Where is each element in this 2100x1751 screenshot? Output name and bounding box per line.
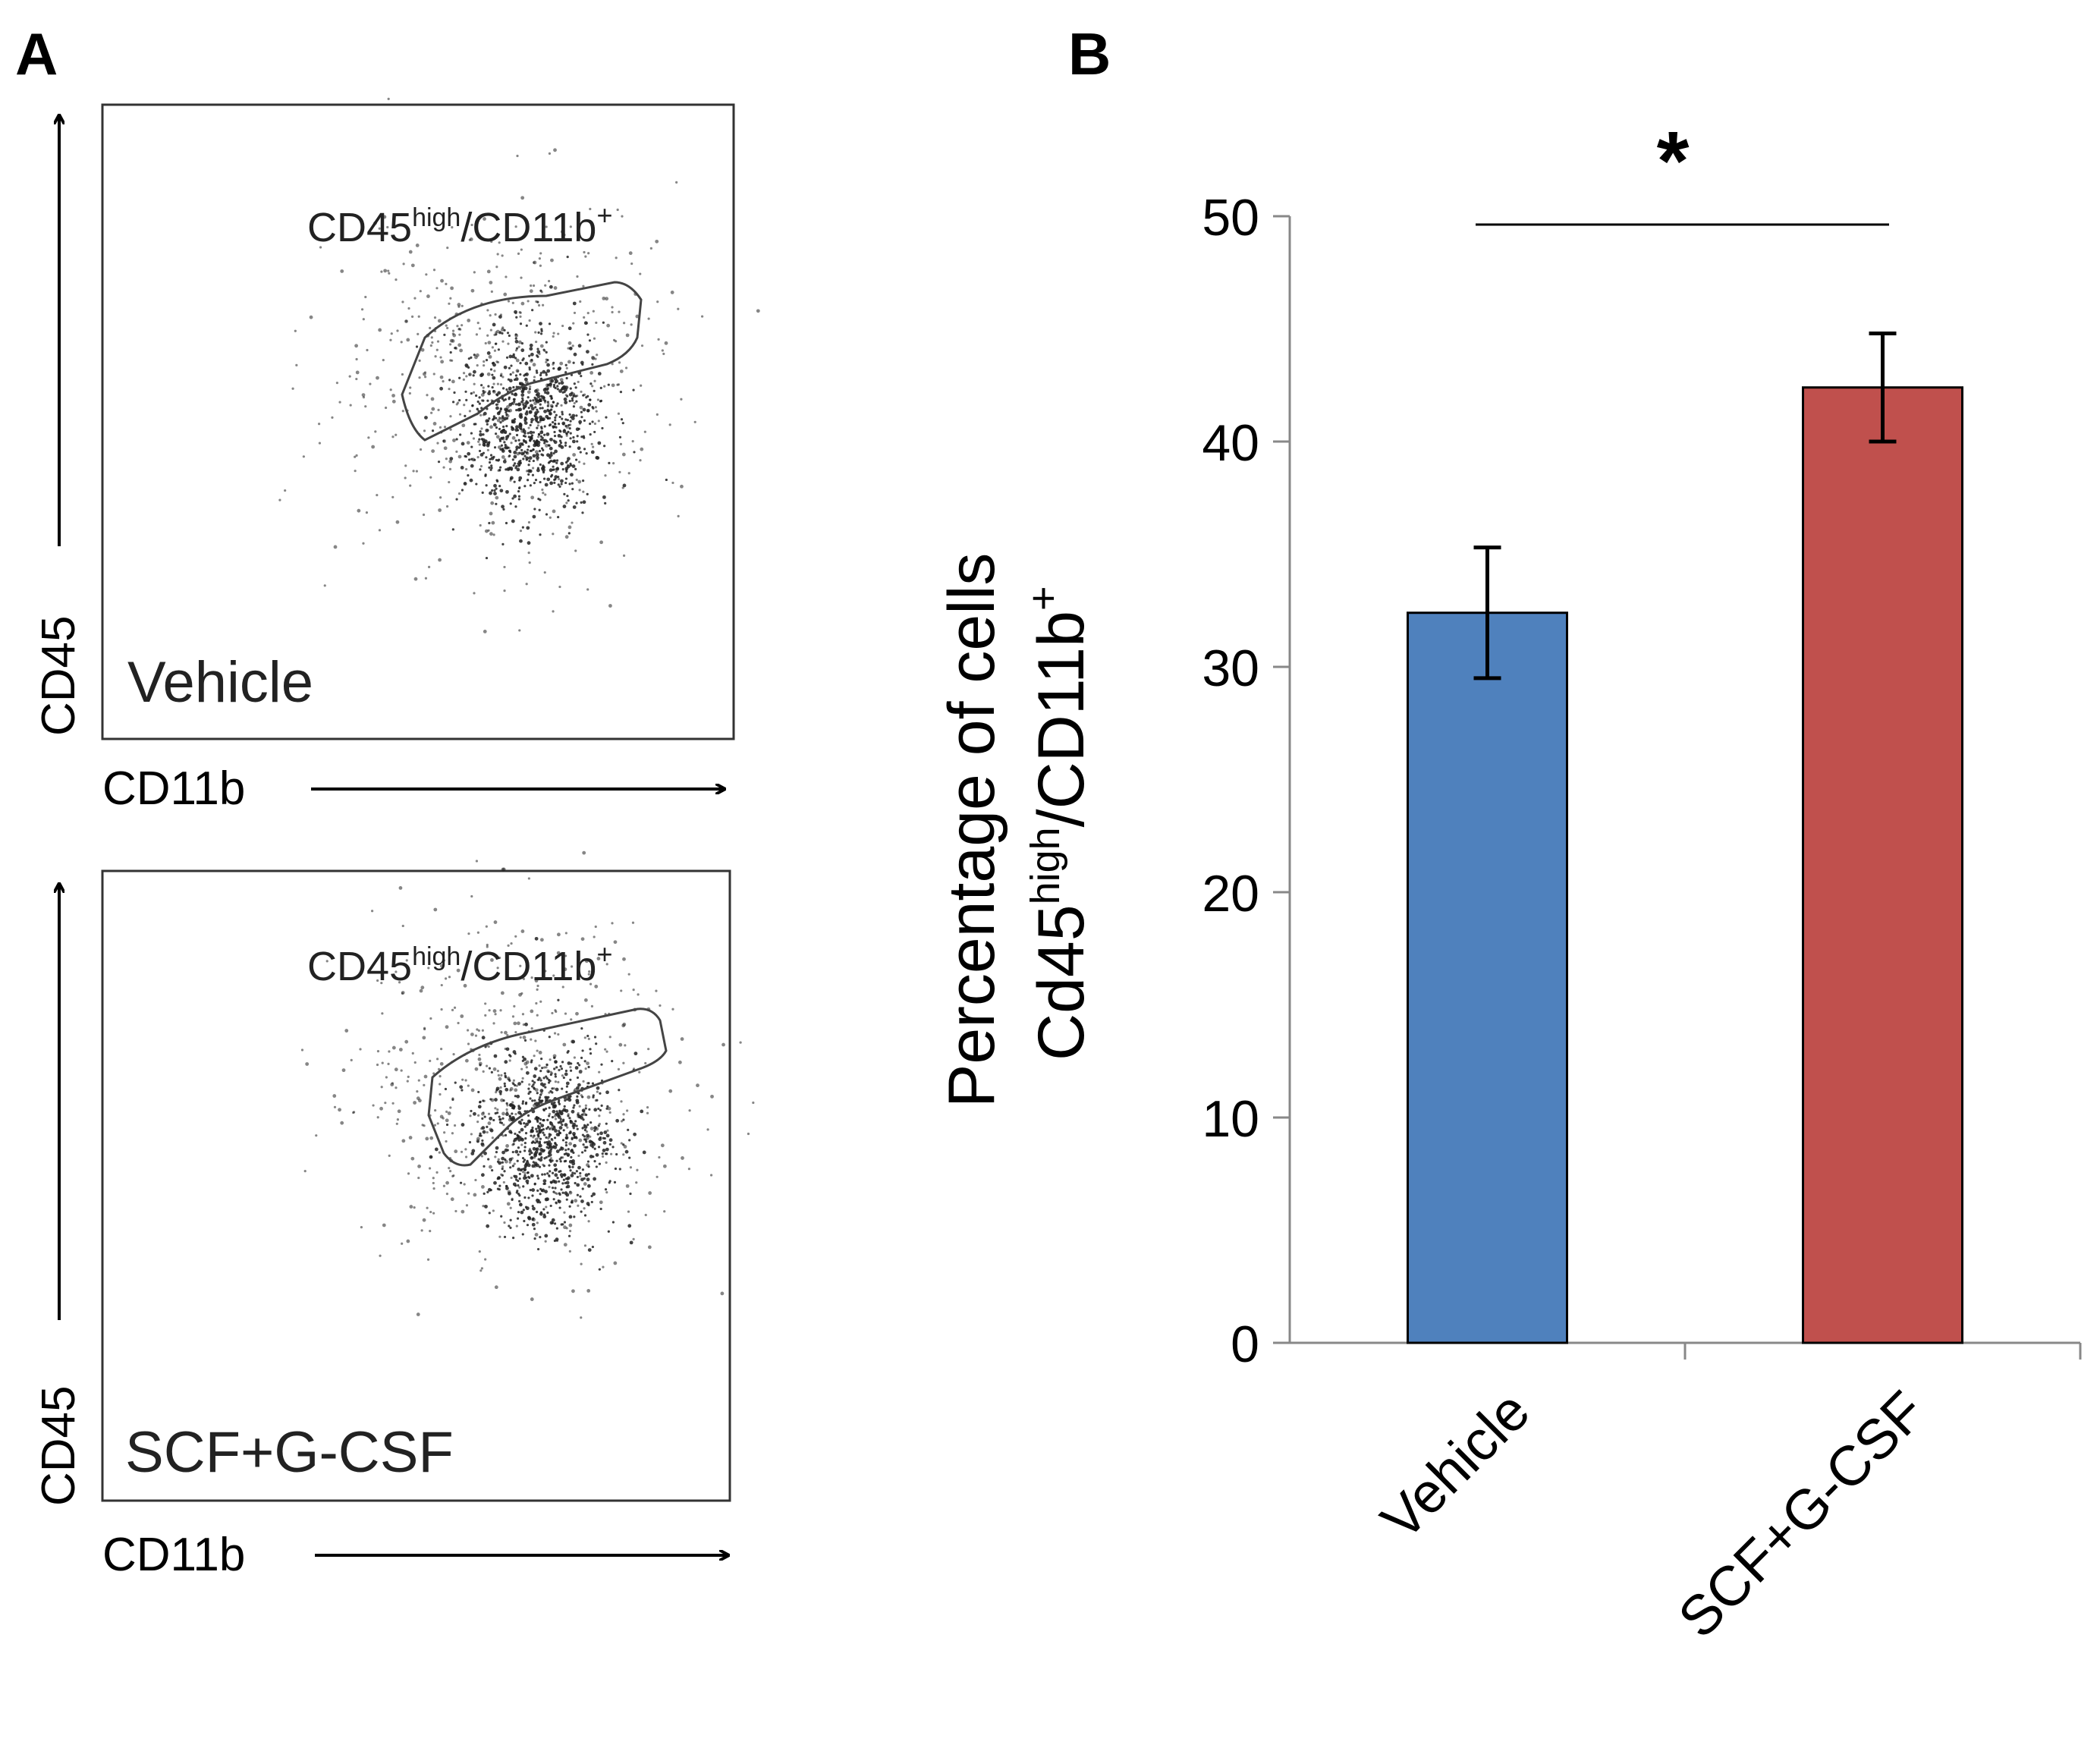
x-axis-label: CD11b [102,1529,245,1581]
y-tick-label: 30 [1202,640,1259,697]
sample-label: SCF+G-CSF [125,1420,454,1485]
significance-annotation: * [1476,115,1889,226]
y-tick-label: 0 [1231,1316,1259,1373]
scatter-dots [278,97,760,633]
panel-label-a: A [15,20,58,87]
flow-plot-frame [101,869,731,1502]
flow-plot-frame [101,103,735,740]
bar-vehicle [1407,611,1568,1344]
y-tick-label: 10 [1202,1090,1259,1148]
y-tick-label: 50 [1202,189,1259,247]
x-tick-label: Vehicle [1369,1379,1541,1551]
sample-label: Vehicle [127,650,313,715]
y-axis-label: CD45 [33,1385,85,1506]
x-axis-label: CD11b [102,762,245,815]
flow-plot-vehicle: CD45high/CD11b+ Vehicle CD45 CD11b [33,97,760,815]
error-bar [1869,331,1897,444]
error-bar [1473,545,1501,681]
y-axis-title-line2: Cd45high/CD11b+ [1019,586,1098,1061]
significance-star: * [1657,115,1690,208]
gate-polygon [427,1008,668,1167]
panel-label-b: B [1068,20,1111,87]
x-tick-label: SCF+G-CSF [1666,1379,1937,1650]
y-axis-label: CD45 [33,615,85,736]
y-tick-label: 20 [1202,865,1259,923]
gate-label: CD45high/CD11b+ [307,938,612,989]
gate-polygon [401,281,643,442]
flow-plot-scf-gcsf: CD45high/CD11b+ SCF+G-CSF CD45 CD11b [33,850,755,1581]
bar-chart: Percentage of cells Cd45high/CD11b+ 0 10 2… [935,115,2082,1650]
bar-scf-g-csf [1802,386,1963,1344]
y-tick-label: 40 [1202,414,1259,472]
gate-label: CD45high/CD11b+ [307,200,612,250]
y-axis-title-line1: Percentage of cells [935,553,1008,1108]
